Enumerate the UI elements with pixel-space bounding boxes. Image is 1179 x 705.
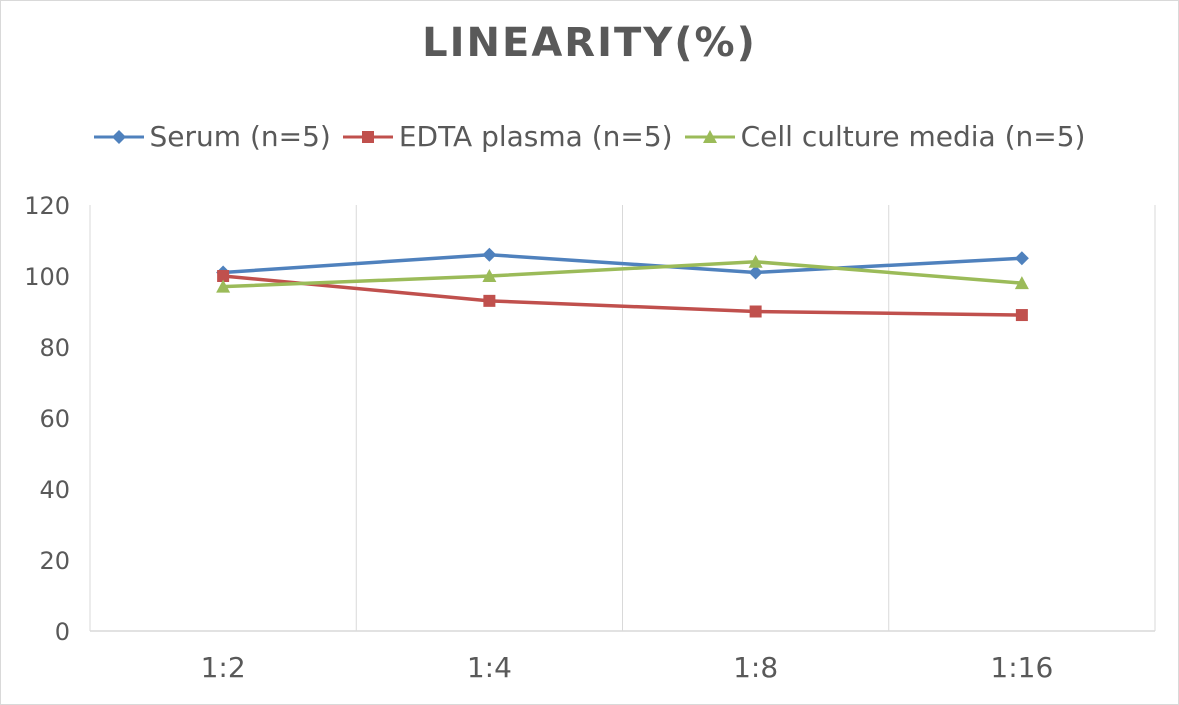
data-point-marker bbox=[748, 265, 763, 280]
data-point-marker bbox=[1014, 251, 1029, 266]
legend-label-cell-culture: Cell culture media (n=5) bbox=[740, 120, 1086, 153]
legend-label-serum: Serum (n=5) bbox=[149, 120, 331, 153]
legend-swatch-cell-culture bbox=[684, 129, 735, 143]
legend-label-edta: EDTA plasma (n=5) bbox=[398, 120, 673, 153]
series-line-0 bbox=[223, 252, 1022, 275]
legend-item-cell-culture: Cell culture media (n=5) bbox=[684, 120, 1086, 153]
legend-item-edta: EDTA plasma (n=5) bbox=[342, 120, 673, 153]
x-tick-label: 1:16 bbox=[990, 651, 1053, 684]
legend-item-serum: Serum (n=5) bbox=[93, 120, 331, 153]
data-point-marker bbox=[217, 270, 230, 282]
y-tick-label: 0 bbox=[55, 618, 70, 646]
data-point-marker bbox=[216, 279, 231, 293]
data-point-marker bbox=[1014, 276, 1029, 290]
legend-swatch-edta bbox=[342, 130, 393, 143]
y-tick-label: 40 bbox=[39, 476, 70, 504]
series-line-1 bbox=[222, 274, 1022, 317]
data-point-marker bbox=[483, 294, 496, 307]
data-point-marker bbox=[748, 254, 763, 268]
data-point-marker bbox=[482, 247, 497, 262]
data-point-marker bbox=[749, 305, 762, 318]
data-point-marker bbox=[1015, 309, 1028, 322]
x-tick-label: 1:8 bbox=[733, 651, 778, 684]
data-point-marker bbox=[482, 269, 497, 282]
y-tick-label: 100 bbox=[24, 263, 70, 291]
y-tick-label: 60 bbox=[39, 405, 70, 433]
x-tick-label: 1:2 bbox=[201, 651, 246, 684]
x-tick-label: 1:4 bbox=[467, 651, 512, 684]
chart-title: LINEARITY(%) bbox=[422, 20, 757, 66]
y-tick-label: 120 bbox=[24, 192, 70, 220]
y-tick-label: 20 bbox=[39, 547, 70, 575]
series-line-2 bbox=[223, 260, 1023, 289]
y-tick-label: 80 bbox=[39, 334, 70, 362]
legend-swatch-serum bbox=[93, 129, 144, 144]
chart-legend: Serum (n=5) EDTA plasma (n=5) Cell cultu… bbox=[0, 120, 1179, 153]
